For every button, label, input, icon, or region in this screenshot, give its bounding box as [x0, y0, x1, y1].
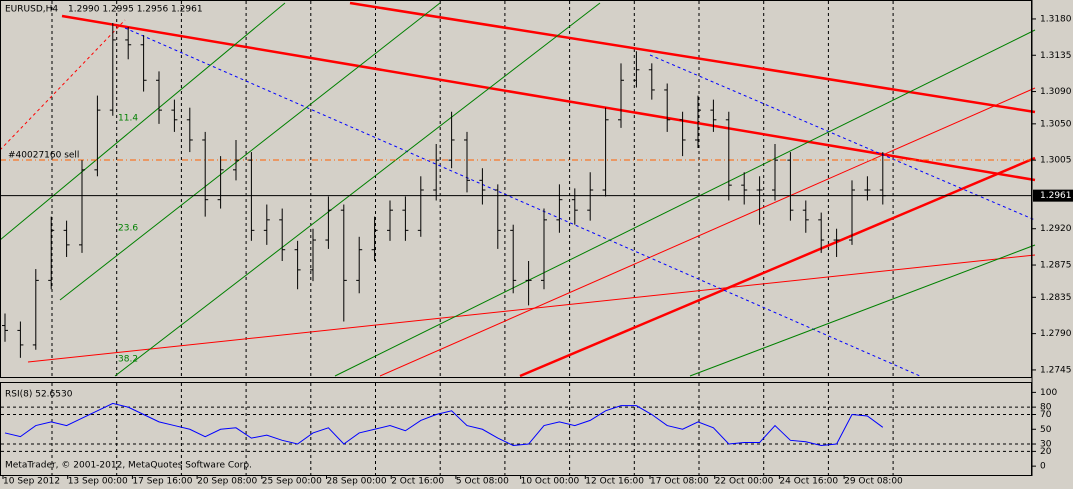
trend-line: [0, 19, 126, 151]
channel-line: [649, 54, 1036, 221]
time-label: 29 Oct 08:00: [844, 477, 903, 487]
y-tick-label: 1.3050: [1040, 119, 1072, 129]
trend-line: [61, 14, 1036, 182]
fib-line: [59, 2, 441, 301]
fib-label: 38.2: [118, 355, 138, 365]
y-tick-label: 50: [1040, 425, 1052, 435]
time-label: 24 Oct 16:00: [779, 477, 838, 487]
time-label: 10 Oct 00:00: [521, 477, 580, 487]
frame: [0, 382, 1032, 476]
trend-line: [349, 1, 1036, 114]
fib-line: [334, 29, 1036, 377]
order-label: #40027160 sell: [8, 151, 79, 161]
y-tick-label: 1.3090: [1040, 87, 1072, 97]
y-tick-label: 1.3135: [1040, 51, 1072, 61]
trend-line: [27, 254, 1036, 363]
time-label: 20 Sep 08:00: [197, 477, 257, 487]
time-label: 17 Oct 08:00: [650, 477, 709, 487]
time-label: 12 Oct 16:00: [585, 477, 644, 487]
y-tick-label: 70: [1040, 410, 1052, 420]
y-tick-label: 1.2745: [1040, 365, 1072, 375]
time-grid: [51, 1, 894, 475]
fib-line: [114, 2, 601, 377]
y-tick-label: 100: [1040, 388, 1057, 398]
fib-line: [689, 244, 1036, 377]
y-tick-label: 1.2790: [1040, 329, 1072, 339]
time-label: 17 Sep 16:00: [132, 477, 192, 487]
symbol: EURUSD,H4: [5, 5, 58, 15]
time-label: 22 Oct 00:00: [715, 477, 774, 487]
copyright: MetaTrader, © 2001-2012, MetaQuotes Soft…: [5, 461, 252, 471]
time-label: 25 Sep 00:00: [262, 477, 322, 487]
y-tick-label: 1.3005: [1040, 156, 1072, 166]
price-panel: [1, 22, 1032, 358]
y-tick-label: 0: [1040, 462, 1046, 472]
fib-label: 11.4: [118, 114, 138, 124]
time-label: 28 Sep 00:00: [327, 477, 387, 487]
y-tick-label: 1.2920: [1040, 224, 1072, 234]
y-tick-label: 1.2875: [1040, 261, 1072, 271]
current-price-label: 1.2961: [1040, 191, 1072, 201]
rsi-line: [4, 402, 884, 447]
y-tick-label: 30: [1040, 440, 1052, 450]
frame: [0, 0, 1032, 378]
time-label: 13 Sep 00:00: [68, 477, 128, 487]
rsi-title: RSI(8) 52.6530: [5, 390, 73, 400]
time-label: 2 Oct 16:00: [391, 477, 444, 487]
y-tick-label: 1.3180: [1040, 14, 1072, 24]
trend-line: [519, 156, 1036, 378]
time-label: 5 Oct 08:00: [456, 477, 509, 487]
trend-line: [379, 87, 1036, 377]
time-label: 10 Sep 2012: [3, 477, 60, 487]
channel-line: [124, 27, 921, 377]
quote: 1.2990 1.2995 1.2956 1.2961: [68, 5, 203, 15]
y-tick-label: 20: [1040, 447, 1052, 457]
rsi-panel: [1, 402, 1031, 452]
y-tick-label: 1.2835: [1040, 293, 1072, 303]
drawing-objects: [0, 1, 1036, 378]
current-price-box: [1033, 189, 1073, 202]
y-tick-label: 80: [1040, 403, 1052, 413]
fib-label: 23.6: [118, 224, 138, 234]
fib-line: [0, 2, 286, 241]
